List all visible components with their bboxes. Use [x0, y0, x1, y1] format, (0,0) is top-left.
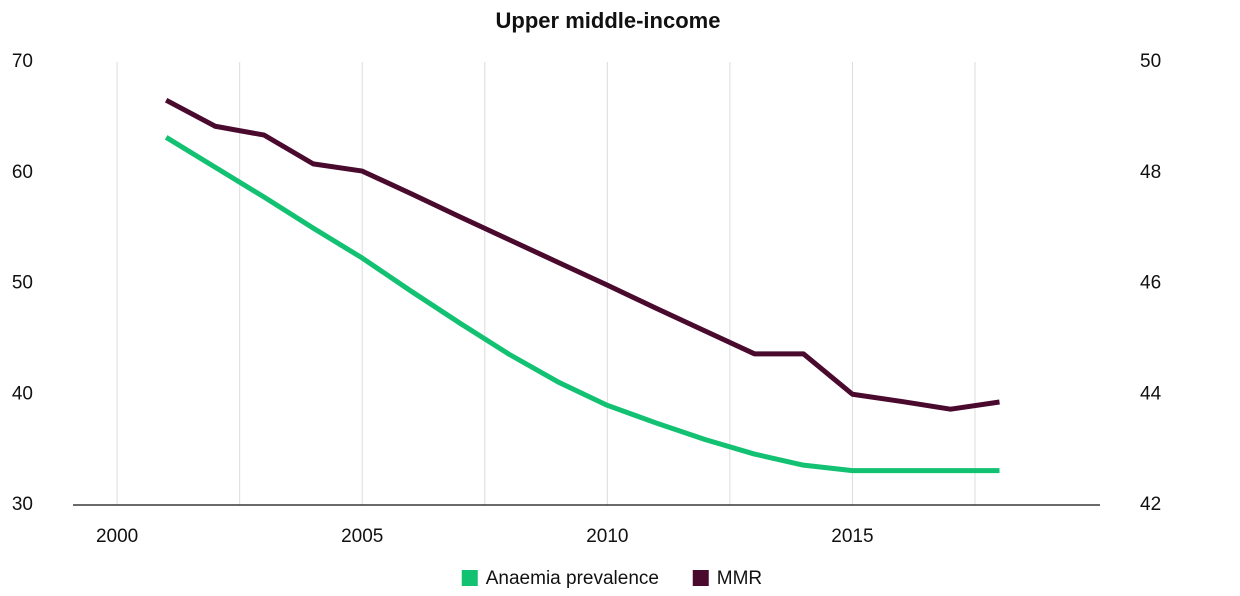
- y-tick-label: 30: [12, 494, 33, 515]
- y-tick-label: 60: [12, 162, 33, 183]
- series-line: [164, 135, 1000, 474]
- y-tick-label: 50: [12, 273, 33, 294]
- y-tick-label: 70: [12, 51, 33, 72]
- legend-swatch: [692, 570, 709, 586]
- legend-label: Anaemia prevalence: [486, 568, 659, 589]
- x-tick-label: 2015: [831, 526, 873, 547]
- y2-tick-label: 42: [1140, 494, 1161, 515]
- y-tick-label: 40: [12, 383, 33, 404]
- x-tick-label: 2010: [586, 526, 628, 547]
- chart-title: Upper middle-income: [496, 8, 721, 33]
- y2-tick-label: 50: [1140, 51, 1161, 72]
- legend-swatch: [461, 570, 478, 586]
- y2-tick-label: 46: [1140, 273, 1161, 294]
- legend-label: MMR: [717, 568, 762, 589]
- x-tick-label: 2005: [341, 526, 383, 547]
- series-line: [164, 98, 1000, 412]
- y2-tick-label: 48: [1140, 162, 1161, 183]
- y2-tick-label: 44: [1140, 383, 1162, 404]
- x-tick-label: 2000: [96, 526, 138, 547]
